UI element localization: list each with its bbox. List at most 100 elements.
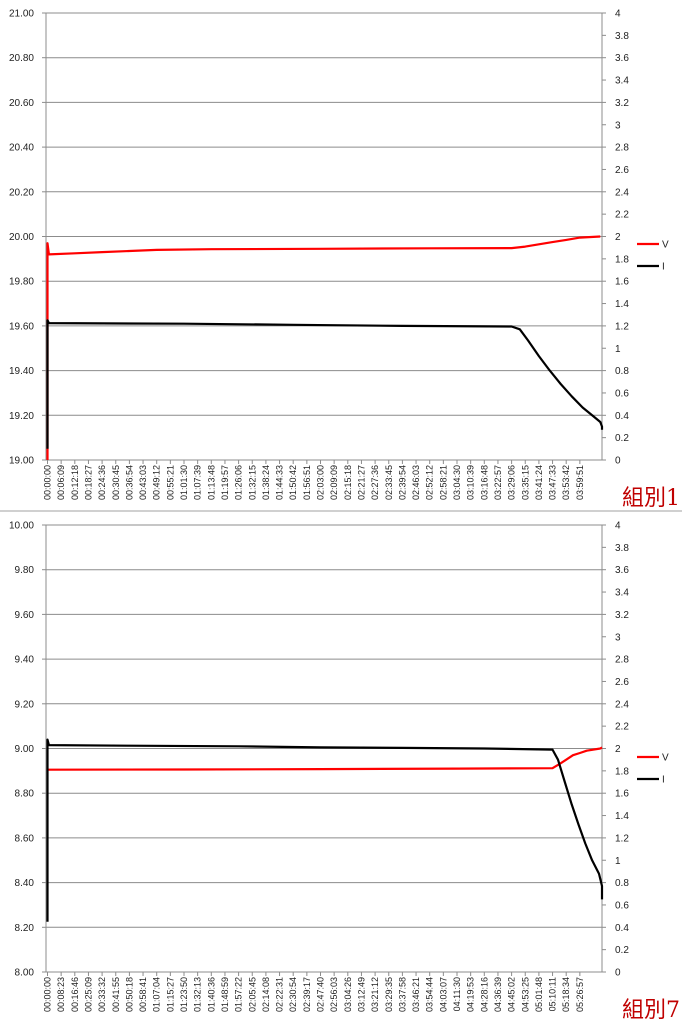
x-tick-label: 03:12:49 — [356, 977, 366, 1012]
x-tick-label: 03:47:33 — [548, 465, 558, 500]
right-tick-label: 0.6 — [615, 900, 629, 911]
legend-label-V: V — [662, 240, 669, 251]
right-tick-label: 2.4 — [615, 699, 629, 710]
x-tick-label: 03:54:44 — [425, 977, 435, 1012]
x-tick-label: 01:57:22 — [234, 977, 244, 1012]
x-tick-label: 02:22:31 — [275, 977, 285, 1012]
right-tick-label: 1.6 — [615, 789, 629, 800]
x-tick-label: 05:01:48 — [534, 977, 544, 1012]
x-tick-label: 01:44:33 — [275, 465, 285, 500]
x-tick-label: 03:37:58 — [397, 977, 407, 1012]
left-tick-label: 19.80 — [9, 277, 34, 288]
x-tick-label: 00:00:00 — [43, 977, 53, 1012]
right-tick-label: 3 — [615, 120, 621, 131]
left-tick-label: 20.40 — [9, 143, 34, 154]
x-tick-label: 00:43:03 — [138, 465, 148, 500]
series-line-I — [46, 738, 604, 922]
left-tick-label: 21.00 — [9, 9, 34, 20]
x-tick-label: 00:08:23 — [56, 977, 66, 1012]
x-tick-label: 01:01:30 — [179, 465, 189, 500]
x-tick-label: 04:36:39 — [493, 977, 503, 1012]
x-tick-label: 04:53:25 — [520, 977, 530, 1012]
x-tick-label: 04:03:07 — [438, 977, 448, 1012]
right-tick-label: 2.2 — [615, 722, 629, 733]
x-tick-label: 03:59:51 — [575, 465, 585, 500]
left-tick-label: 10.00 — [9, 521, 34, 532]
x-tick-label: 00:30:45 — [111, 465, 121, 500]
right-tick-label: 1.6 — [615, 277, 629, 288]
right-tick-label: 0.2 — [615, 945, 629, 956]
x-tick-label: 03:21:12 — [370, 977, 380, 1012]
right-tick-label: 0.6 — [615, 388, 629, 399]
right-tick-label: 3.8 — [615, 31, 629, 42]
x-tick-label: 01:19:57 — [220, 465, 230, 500]
x-tick-label: 03:22:57 — [493, 465, 503, 500]
x-tick-label: 00:24:36 — [97, 465, 107, 500]
x-tick-label: 00:41:55 — [111, 977, 121, 1012]
right-tick-label: 0.8 — [615, 878, 629, 889]
right-tick-label: 3.4 — [615, 76, 629, 87]
x-tick-label: 03:41:24 — [534, 465, 544, 500]
left-tick-label: 19.60 — [9, 321, 34, 332]
chart-panel-group-7: 8.00 8.20 8.40 8.60 8.80 9.00 9.20 9.40 9.60 9.80… — [0, 512, 682, 1024]
left-tick-label: 9.00 — [15, 744, 35, 755]
right-tick-label: 1.4 — [615, 299, 629, 310]
right-tick-label: 2 — [615, 232, 621, 243]
x-tick-label: 01:07:39 — [193, 465, 203, 500]
x-tick-label: 01:48:59 — [220, 977, 230, 1012]
left-tick-label: 19.40 — [9, 366, 34, 377]
x-tick-label: 00:00:00 — [43, 465, 53, 500]
left-tick-label: 8.20 — [15, 923, 35, 934]
x-tick-label: 01:50:42 — [288, 465, 298, 500]
left-tick-label: 19.20 — [9, 411, 34, 422]
x-tick-label: 00:12:18 — [70, 465, 80, 500]
x-tick-label: 01:26:06 — [234, 465, 244, 500]
x-tick-label: 01:32:13 — [193, 977, 203, 1012]
left-tick-label: 8.00 — [15, 968, 35, 979]
right-tick-label: 2.6 — [615, 677, 629, 688]
x-tick-label: 00:33:32 — [97, 977, 107, 1012]
right-tick-label: 4 — [615, 521, 621, 532]
right-tick-label: 1.2 — [615, 321, 629, 332]
x-tick-label: 02:30:54 — [288, 977, 298, 1012]
group-label-1: 組別1 — [622, 486, 680, 511]
x-tick-label: 02:47:40 — [316, 977, 326, 1012]
right-tick-label: 2 — [615, 744, 621, 755]
x-tick-label: 02:14:08 — [261, 977, 271, 1012]
right-tick-label: 0.4 — [615, 411, 629, 422]
left-tick-label: 20.80 — [9, 53, 34, 64]
x-tick-label: 01:40:36 — [206, 977, 216, 1012]
x-tick-label: 02:56:03 — [329, 977, 339, 1012]
right-tick-label: 2.2 — [615, 210, 629, 221]
x-tick-label: 01:56:51 — [302, 465, 312, 500]
right-tick-label: 0 — [615, 968, 621, 979]
left-tick-label: 20.00 — [9, 232, 34, 243]
right-tick-label: 3.4 — [615, 588, 629, 599]
x-tick-label: 01:13:48 — [206, 465, 216, 500]
right-tick-label: 3.2 — [615, 610, 629, 621]
x-tick-label: 01:07:04 — [152, 977, 162, 1012]
x-tick-label: 01:38:24 — [261, 465, 271, 500]
x-tick-label: 03:46:21 — [411, 977, 421, 1012]
x-tick-label: 02:52:12 — [425, 465, 435, 500]
x-tick-label: 02:05:45 — [247, 977, 257, 1012]
series-line-I — [46, 319, 604, 449]
x-tick-label: 02:58:21 — [438, 465, 448, 500]
x-tick-label: 00:06:09 — [56, 465, 66, 500]
x-tick-label: 00:36:54 — [124, 465, 134, 500]
right-tick-label: 2.8 — [615, 143, 629, 154]
x-tick-label: 03:29:06 — [507, 465, 517, 500]
series-line-V — [47, 746, 603, 771]
x-tick-label: 02:15:18 — [343, 465, 353, 500]
x-tick-label: 03:35:15 — [520, 465, 530, 500]
x-tick-label: 03:16:48 — [479, 465, 489, 500]
left-tick-label: 9.20 — [15, 699, 35, 710]
x-tick-label: 02:09:09 — [329, 465, 339, 500]
right-tick-label: 1.8 — [615, 254, 629, 265]
legend-label-I: I — [662, 775, 665, 786]
x-tick-label: 02:39:17 — [302, 977, 312, 1012]
right-tick-label: 1.2 — [615, 833, 629, 844]
x-tick-label: 00:50:18 — [124, 977, 134, 1012]
chart-group-7: 8.00 8.20 8.40 8.60 8.80 9.00 9.20 9.40 9.60 9.80… — [9, 521, 669, 1013]
left-tick-label: 19.00 — [9, 456, 34, 467]
